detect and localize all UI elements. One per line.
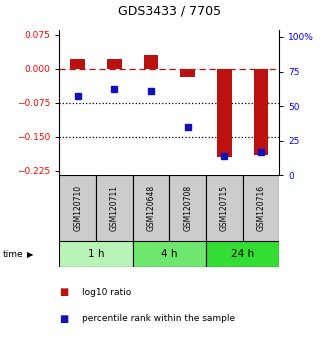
Bar xyxy=(180,69,195,77)
Bar xyxy=(59,175,96,241)
Text: GSM120708: GSM120708 xyxy=(183,185,192,231)
Bar xyxy=(217,69,232,157)
Bar xyxy=(59,241,133,267)
Bar xyxy=(133,241,206,267)
Text: ■: ■ xyxy=(59,314,69,324)
Bar xyxy=(243,175,279,241)
Bar xyxy=(254,69,268,155)
Text: 24 h: 24 h xyxy=(231,249,254,259)
Bar xyxy=(96,175,133,241)
Bar xyxy=(133,175,169,241)
Text: percentile rank within the sample: percentile rank within the sample xyxy=(82,314,235,323)
Text: log10 ratio: log10 ratio xyxy=(82,287,131,297)
Bar xyxy=(169,175,206,241)
Bar xyxy=(144,55,158,69)
Bar xyxy=(107,59,122,69)
Text: GSM120716: GSM120716 xyxy=(256,185,265,231)
Text: GSM120711: GSM120711 xyxy=(110,185,119,231)
Text: GDS3433 / 7705: GDS3433 / 7705 xyxy=(118,5,221,18)
Text: time: time xyxy=(3,250,24,258)
Text: GSM120715: GSM120715 xyxy=(220,185,229,231)
Text: GSM120648: GSM120648 xyxy=(146,185,155,231)
Text: 4 h: 4 h xyxy=(161,249,178,259)
Bar xyxy=(206,175,243,241)
Text: ■: ■ xyxy=(59,287,69,297)
Bar xyxy=(70,59,85,69)
Text: ▶: ▶ xyxy=(27,250,34,258)
Text: 1 h: 1 h xyxy=(88,249,104,259)
Text: GSM120710: GSM120710 xyxy=(73,185,82,231)
Bar xyxy=(206,241,279,267)
